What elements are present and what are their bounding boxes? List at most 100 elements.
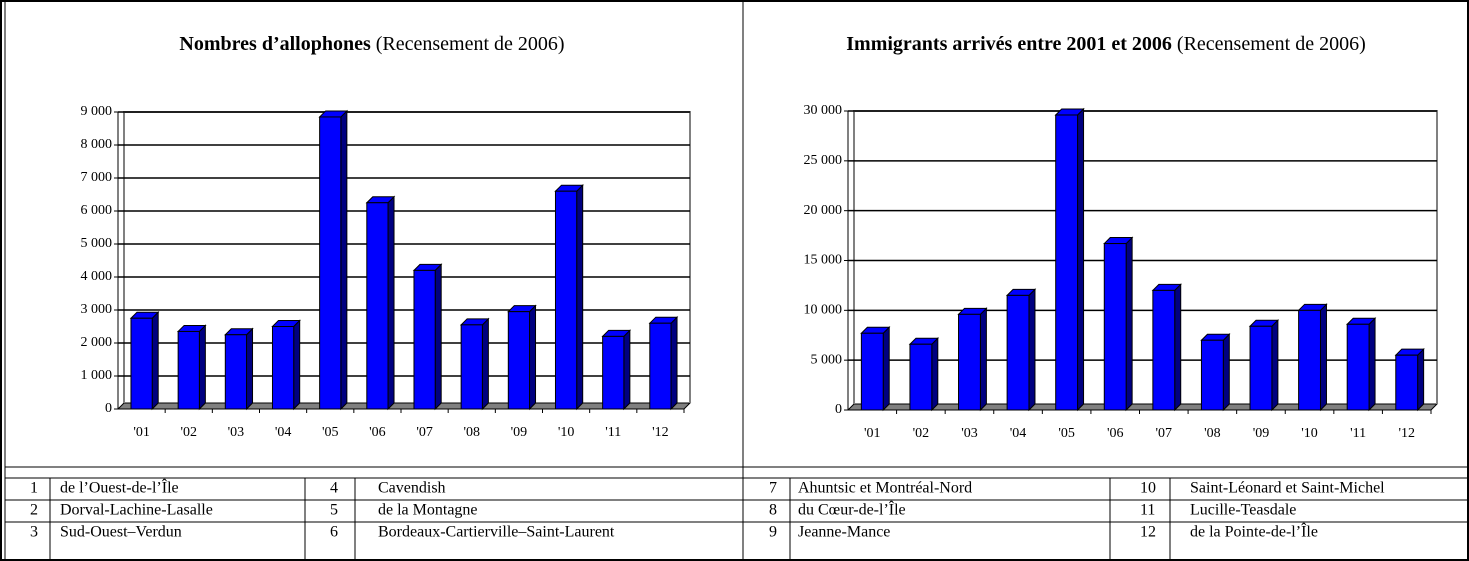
x-tick-label: '11 bbox=[605, 425, 621, 440]
bar-side bbox=[1028, 288, 1036, 412]
x-tick-label: '04 bbox=[275, 425, 292, 440]
bar-side bbox=[882, 326, 890, 412]
table-number: 8 bbox=[769, 502, 777, 519]
title-main: Immigrants arrivés entre 2001 et 2006 bbox=[846, 33, 1172, 55]
x-tick-label: '06 bbox=[369, 425, 386, 440]
bar bbox=[602, 335, 625, 410]
y-tick-label: 5 000 bbox=[811, 352, 843, 367]
table-number: 12 bbox=[1140, 524, 1156, 541]
y-tick-label: 6 000 bbox=[81, 203, 113, 218]
bar bbox=[1298, 309, 1321, 411]
bar bbox=[958, 313, 981, 411]
y-tick-label: 7 000 bbox=[81, 170, 113, 185]
table-number: 11 bbox=[1140, 502, 1155, 519]
bar-side bbox=[1125, 236, 1133, 412]
x-tick-label: '10 bbox=[1301, 426, 1318, 441]
bar-side bbox=[246, 327, 254, 411]
x-tick-label: '07 bbox=[416, 425, 433, 440]
table-name: Jeanne-Mance bbox=[798, 524, 890, 541]
bar bbox=[224, 334, 248, 410]
table-name: de la Pointe-de-l’Île bbox=[1190, 522, 1318, 541]
x-tick-label: '08 bbox=[463, 425, 480, 440]
bar-side bbox=[931, 337, 939, 412]
bar bbox=[319, 116, 342, 410]
bar-side bbox=[434, 263, 442, 411]
x-tick-label: '08 bbox=[1204, 426, 1221, 441]
bar-side bbox=[1077, 107, 1085, 412]
bar-side bbox=[1174, 283, 1182, 412]
y-tick-label: 0 bbox=[835, 402, 842, 417]
table-number: 5 bbox=[330, 502, 338, 519]
bar-side bbox=[1417, 347, 1425, 412]
table-name: Ahuntsic et Montréal-Nord bbox=[798, 480, 972, 497]
y-tick-label: 0 bbox=[105, 401, 112, 416]
y-tick-label: 30 000 bbox=[804, 103, 843, 118]
table-number: 10 bbox=[1140, 480, 1156, 497]
y-tick-label: 20 000 bbox=[804, 203, 843, 218]
table-name: Sud-Ouest–Verdun bbox=[60, 524, 182, 541]
bar-side bbox=[387, 195, 395, 411]
bar bbox=[177, 330, 200, 410]
y-tick-label: 8 000 bbox=[81, 137, 113, 152]
x-tick-label: '07 bbox=[1156, 426, 1173, 441]
table-name: Saint-Léonard et Saint-Michel bbox=[1190, 480, 1385, 497]
y-tick-label: 9 000 bbox=[81, 104, 113, 119]
bar bbox=[413, 269, 436, 410]
x-tick-label: '12 bbox=[1398, 426, 1415, 441]
title-main: Nombres d’allophones bbox=[179, 33, 371, 55]
x-tick-label: '10 bbox=[558, 425, 575, 440]
x-tick-label: '06 bbox=[1107, 426, 1124, 441]
bar bbox=[554, 190, 578, 410]
table-number: 1 bbox=[30, 480, 38, 497]
x-tick-label: '02 bbox=[913, 426, 930, 441]
title-sub: (Recensement de 2006) bbox=[376, 33, 565, 55]
x-tick-label: '12 bbox=[652, 425, 669, 440]
y-tick-label: 4 000 bbox=[81, 269, 113, 284]
bar bbox=[860, 332, 884, 411]
bar bbox=[130, 317, 153, 410]
table-number: 9 bbox=[769, 524, 777, 541]
table-name: de l’Ouest-de-l’Île bbox=[60, 478, 179, 497]
x-tick-label: '02 bbox=[180, 425, 197, 440]
bar-side bbox=[198, 324, 206, 411]
bar-side bbox=[1368, 317, 1376, 412]
bar-side bbox=[340, 109, 348, 411]
bar-side bbox=[623, 329, 631, 411]
x-tick-label: '05 bbox=[1058, 426, 1075, 441]
x-tick-label: '03 bbox=[961, 426, 978, 441]
bar bbox=[909, 343, 933, 411]
bar-side bbox=[151, 311, 159, 411]
bar bbox=[1006, 294, 1030, 411]
table-number: 2 bbox=[30, 502, 38, 519]
x-tick-label: '09 bbox=[1253, 426, 1270, 441]
table-number: 3 bbox=[30, 524, 38, 541]
table-name: de la Montagne bbox=[378, 502, 478, 519]
bar-side bbox=[979, 307, 987, 412]
y-tick-label: 10 000 bbox=[804, 303, 843, 318]
y-tick-label: 1 000 bbox=[81, 368, 113, 383]
chart-title: Immigrants arrivés entre 2001 et 2006 (Re… bbox=[846, 33, 1366, 55]
x-tick-label: '09 bbox=[511, 425, 528, 440]
table-name: du Cœur-de-l’Île bbox=[798, 500, 906, 519]
y-tick-label: 3 000 bbox=[81, 302, 113, 317]
y-tick-label: 15 000 bbox=[804, 253, 843, 268]
table-name: Bordeaux-Cartierville–Saint-Laurent bbox=[378, 524, 615, 541]
bar-side bbox=[293, 319, 301, 411]
bar-side bbox=[576, 183, 584, 411]
bar bbox=[1055, 114, 1079, 411]
bar bbox=[1152, 289, 1176, 411]
bar bbox=[1249, 325, 1273, 411]
table-number: 6 bbox=[330, 524, 338, 541]
bar-side bbox=[1222, 333, 1230, 412]
table-name: Dorval-Lachine-Lasalle bbox=[60, 502, 213, 519]
bar bbox=[507, 311, 531, 410]
y-tick-label: 2 000 bbox=[81, 335, 113, 350]
bar-side bbox=[1319, 303, 1327, 412]
bar-side bbox=[670, 315, 678, 411]
x-tick-label: '03 bbox=[228, 425, 245, 440]
title-sub: (Recensement de 2006) bbox=[1177, 33, 1366, 55]
x-tick-label: '11 bbox=[1350, 426, 1366, 441]
table-number: 7 bbox=[769, 480, 777, 497]
